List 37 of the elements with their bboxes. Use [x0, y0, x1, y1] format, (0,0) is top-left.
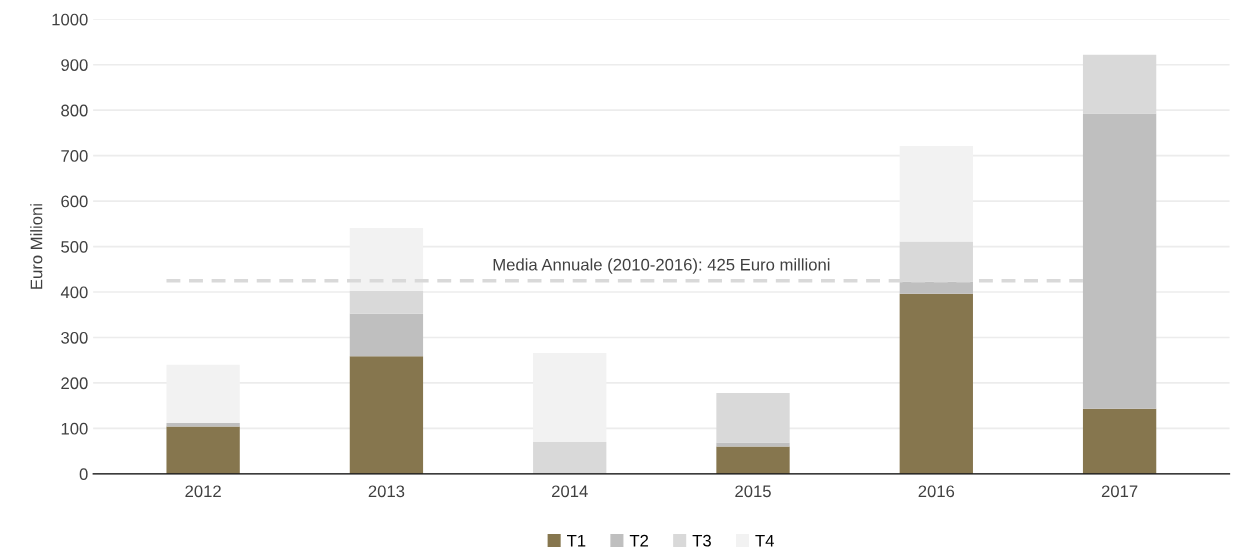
bar: [899, 293, 973, 474]
ref-line-label: Media Annuale (2010-2016): 425 Euro millioni: [493, 258, 830, 274]
x-tick-label: 2013: [368, 485, 405, 498]
y-axis-title: Euro Milioni: [30, 204, 43, 289]
legend-label: T1: [567, 534, 586, 547]
x-tick-label: 2017: [1101, 485, 1138, 498]
x-tick-label: 2014: [552, 485, 588, 498]
y-tick-label: 500: [61, 240, 88, 253]
y-tick-label: 200: [61, 377, 88, 390]
y-tick-label: 300: [61, 331, 88, 344]
bar: [716, 392, 790, 443]
y-tick-label: 1000: [52, 13, 88, 26]
bar: [716, 446, 790, 474]
y-tick-label: 0: [79, 468, 88, 481]
y-tick-label: 600: [61, 195, 88, 208]
y-tick-label: 400: [60, 286, 88, 299]
bar: [1082, 408, 1157, 474]
bar: [349, 313, 424, 357]
bar: [166, 426, 240, 474]
legend-label: T2: [629, 534, 649, 547]
bar: [716, 442, 790, 447]
legend-label: T3: [692, 534, 711, 547]
bar: [1082, 54, 1157, 114]
legend-label: T4: [755, 534, 774, 547]
x-tick-label: 2015: [735, 485, 771, 498]
y-tick-label: 100: [61, 422, 88, 435]
bar: [533, 442, 607, 474]
x-tick-label: 2016: [918, 485, 955, 498]
y-tick-label: 900: [61, 59, 88, 71]
bar: [166, 422, 240, 427]
y-tick-label: 700: [61, 150, 88, 162]
x-tick-label: 2012: [185, 485, 221, 498]
bar: [899, 281, 973, 294]
bar: [349, 290, 424, 314]
bar: [349, 356, 424, 474]
y-tick-label: 800: [61, 104, 88, 117]
bar: [1082, 113, 1157, 409]
